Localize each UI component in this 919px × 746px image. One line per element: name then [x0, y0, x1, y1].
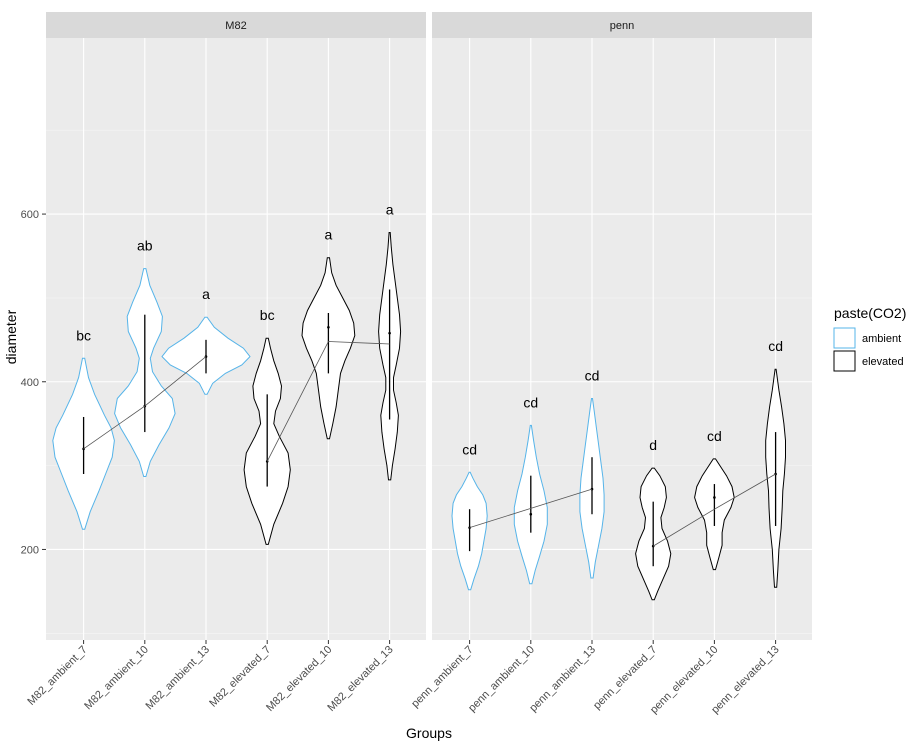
x-tick-label: penn_ambient_13: [527, 644, 598, 715]
strip-background: [432, 12, 812, 38]
facet-m82: M82 bc ab a bc a a: [46, 12, 426, 640]
group-letter: a: [386, 202, 394, 218]
panel-background: [432, 38, 812, 640]
x-tick-label: penn_elevated_7: [591, 644, 659, 712]
x-tick-label: penn_elevated_13: [709, 644, 782, 717]
legend-title: paste(CO2): [834, 305, 906, 321]
y-tick-label: 200: [21, 544, 39, 556]
trend-line-elevated: [652, 473, 776, 547]
mean-point: [590, 487, 594, 491]
strip-label: M82: [225, 20, 246, 32]
legend: paste(CO2) ambient elevated: [833, 305, 906, 372]
x-tick-label: penn_ambient_7: [409, 644, 475, 710]
group-letter: a: [202, 286, 210, 302]
x-tick-label: penn_ambient_10: [466, 644, 537, 715]
mean-point: [713, 496, 716, 499]
y-tick-label: 600: [21, 209, 39, 221]
group-letter: a: [325, 227, 333, 243]
facet-panels: M82 bc ab a bc a a penn cd cd cd d cd cd: [46, 12, 812, 640]
x-tick-label: M82_ambient_7: [25, 644, 89, 708]
group-letter: bc: [260, 307, 275, 323]
mean-point: [388, 331, 391, 335]
x-axis-title: Groups: [406, 725, 452, 741]
x-tick-label: M82_ambient_13: [144, 644, 213, 713]
group-letter: cd: [585, 368, 600, 384]
group-letter: d: [649, 437, 657, 453]
legend-key-elevated: [833, 350, 856, 372]
panel-background: [46, 38, 426, 640]
group-letter: ab: [137, 238, 153, 254]
x-axis: M82_ambient_7M82_ambient_10M82_ambient_1…: [25, 640, 782, 717]
group-letter: cd: [707, 428, 722, 444]
y-tick-label: 400: [21, 377, 39, 389]
x-tick-label: M82_elevated_10: [264, 644, 334, 714]
strip-background: [46, 12, 426, 38]
mean-point: [529, 512, 533, 516]
group-letter: cd: [768, 338, 783, 354]
legend-label-elevated: elevated: [862, 356, 904, 368]
x-tick-label: M82_ambient_10: [82, 644, 151, 713]
legend-label-ambient: ambient: [862, 333, 901, 345]
y-axis: 200 400 600: [21, 209, 46, 556]
mean-point: [327, 325, 330, 329]
x-tick-label: penn_elevated_10: [648, 644, 721, 717]
strip-label: penn: [610, 20, 634, 32]
facet-penn: penn cd cd cd d cd cd: [432, 12, 812, 640]
trend-line-ambient: [83, 356, 207, 450]
group-letter: cd: [523, 394, 538, 410]
group-letter: bc: [76, 327, 91, 343]
trend-line-elevated: [266, 341, 390, 462]
x-tick-label: M82_elevated_7: [207, 644, 273, 710]
x-tick-label: M82_elevated_13: [325, 644, 395, 714]
group-letter: cd: [462, 441, 477, 457]
trend-line-ambient: [469, 488, 593, 528]
y-axis-title: diameter: [3, 309, 19, 364]
legend-key-ambient: [833, 327, 856, 349]
mean-point: [265, 460, 269, 463]
